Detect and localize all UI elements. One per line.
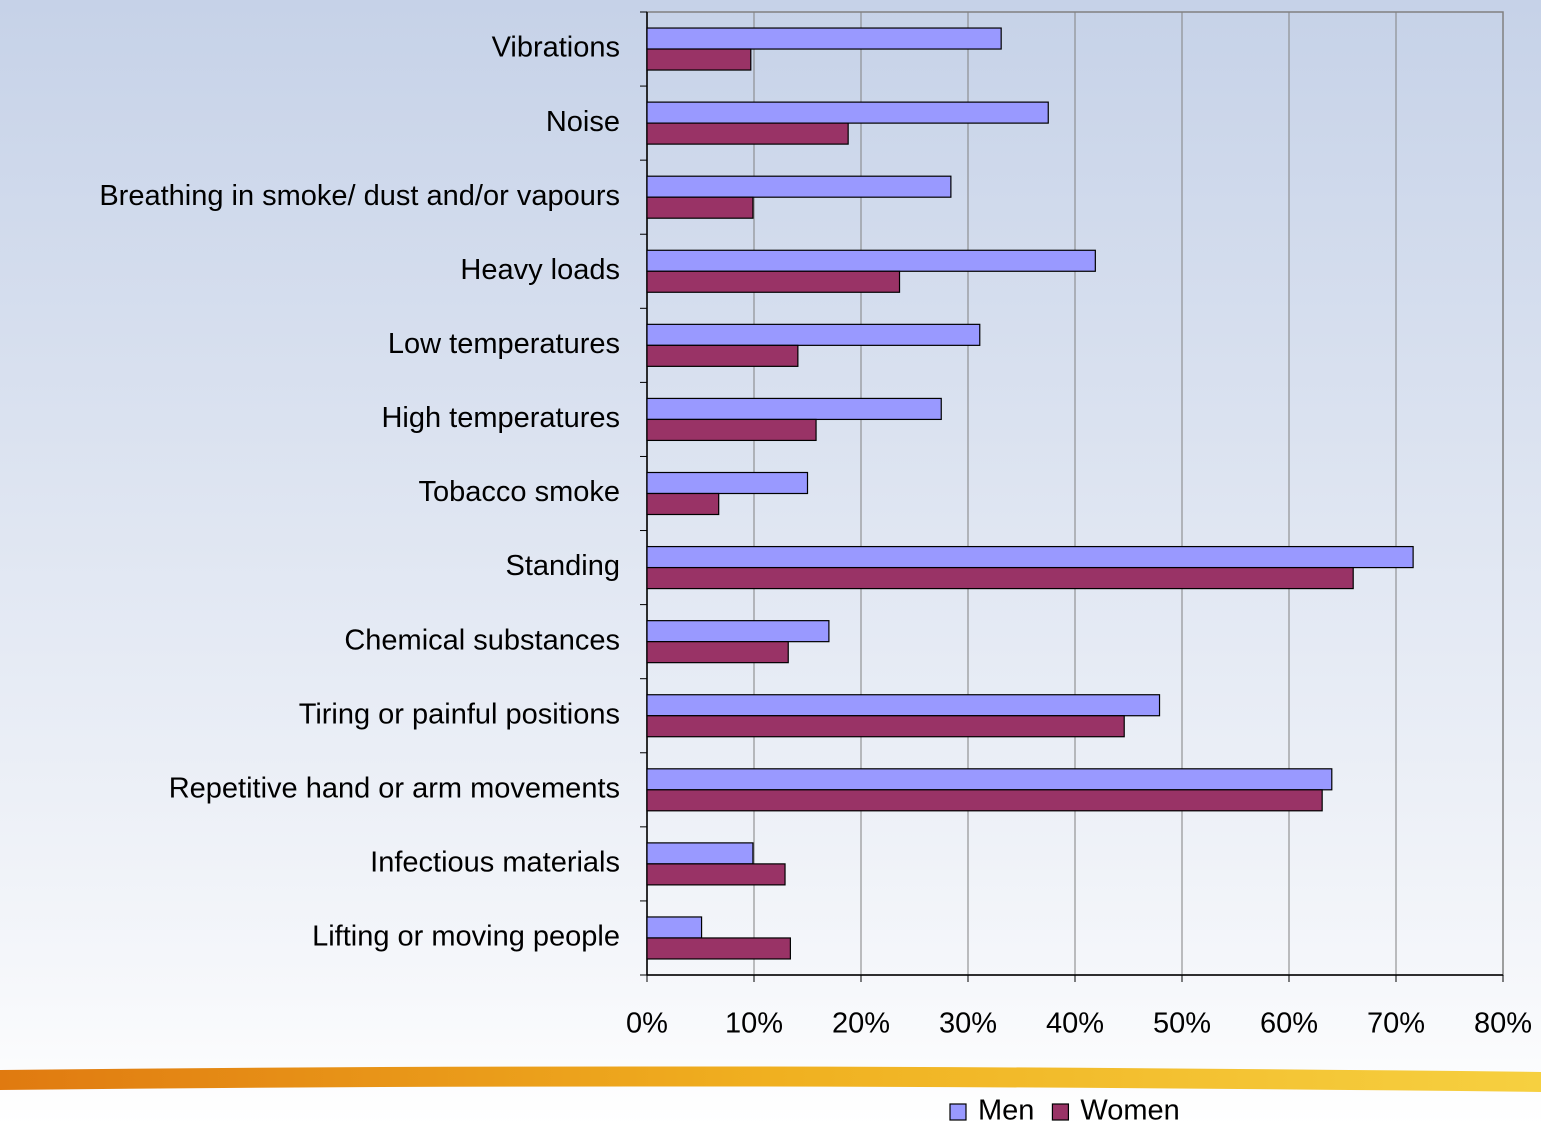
decor-stripe <box>0 1066 1541 1092</box>
y-tick-label: High temperatures <box>381 402 620 434</box>
bar <box>646 48 752 71</box>
y-tick-label: Chemical substances <box>344 624 620 656</box>
y-tick-label: Vibrations <box>492 32 620 64</box>
y-tick-label: Low temperatures <box>388 328 620 360</box>
legend-label: Men <box>978 1095 1034 1126</box>
bar <box>646 471 809 495</box>
bar <box>646 249 1096 272</box>
x-tick-label: 0% <box>626 1008 668 1040</box>
x-tick-label: 20% <box>832 1008 890 1040</box>
bar <box>646 175 952 198</box>
bar <box>646 323 981 346</box>
bar <box>646 715 1125 738</box>
bar <box>646 641 789 664</box>
bar <box>646 789 1323 812</box>
bar <box>646 694 1161 717</box>
legend-label: Women <box>1080 1095 1179 1126</box>
bar <box>646 620 830 643</box>
x-tick-label: 40% <box>1046 1008 1104 1040</box>
bar <box>646 566 1354 590</box>
bar <box>646 270 901 293</box>
x-tick-label: 50% <box>1153 1008 1211 1040</box>
bar <box>646 545 1414 569</box>
bar <box>646 418 817 442</box>
y-tick-label: Breathing in smoke/ dust and/or vapours <box>99 180 620 212</box>
x-tick-label: 60% <box>1260 1008 1318 1040</box>
bar <box>646 397 942 421</box>
y-tick-label: Infectious materials <box>370 847 620 879</box>
y-tick-label: Tiring or painful positions <box>299 698 620 730</box>
y-tick-label: Tobacco smoke <box>419 476 621 508</box>
bar <box>646 101 1049 124</box>
x-tick-label: 10% <box>725 1008 783 1040</box>
y-tick-label: Standing <box>506 550 621 582</box>
bar <box>646 937 791 960</box>
x-tick-label: 80% <box>1474 1008 1532 1040</box>
bar <box>646 27 1002 50</box>
legend-swatch <box>1051 1103 1070 1121</box>
bar <box>646 768 1333 791</box>
x-tick-label: 30% <box>939 1008 997 1040</box>
legend-swatch <box>949 1103 967 1121</box>
y-tick-label: Lifting or moving people <box>312 921 620 953</box>
y-tick-label: Heavy loads <box>460 254 620 286</box>
bar <box>646 122 849 145</box>
y-tick-label: Repetitive hand or arm movements <box>169 772 620 804</box>
bar <box>646 344 799 367</box>
bar <box>646 842 754 865</box>
y-tick-label: Noise <box>546 106 620 138</box>
bar <box>646 492 720 516</box>
x-tick-label: 70% <box>1367 1008 1425 1040</box>
bar <box>646 863 786 886</box>
bar <box>646 196 754 219</box>
bar <box>646 916 703 939</box>
